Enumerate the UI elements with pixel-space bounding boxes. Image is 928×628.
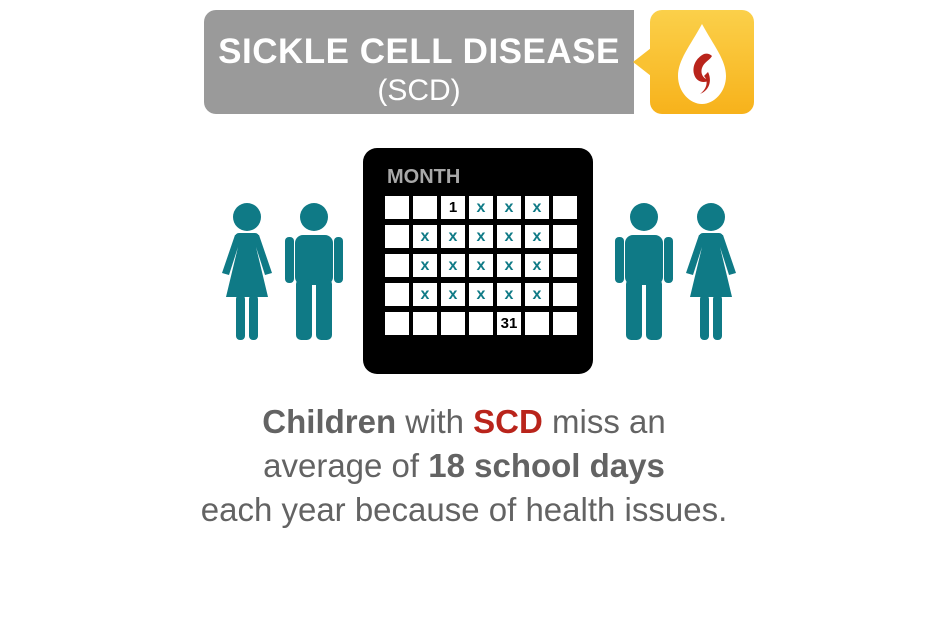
miss-text: miss an [542,403,666,440]
logo-pointer [633,48,651,76]
title-banner: SICKLE CELL DISEASE (SCD) [204,10,634,114]
missed-day-cell: x [525,283,549,306]
missed-day-cell: x [497,196,521,219]
calendar-cell [553,254,577,277]
calendar-cell [469,312,493,335]
month-calendar: MONTH 1 x x x x x x x x x x x x x x x x x x 31 [363,148,593,374]
missed-day-cell: x [413,225,437,248]
girl-figure-left [222,203,272,340]
missed-day-cell: x [525,254,549,277]
missed-day-cell: x [413,254,437,277]
girl-figure-right [686,203,736,340]
calendar-cell [385,254,409,277]
calendar-cell [385,225,409,248]
scd-text: SCD [473,403,543,440]
message-line-2: average of 18 school days [0,444,928,488]
missed-day-cell: x [497,254,521,277]
calendar-cell [385,196,409,219]
banner-subtitle: (SCD) [377,74,461,107]
fact-message: Children with SCD miss an average of 18 … [0,400,928,532]
banner-title: SICKLE CELL DISEASE [218,32,620,71]
missed-day-cell: x [441,225,465,248]
calendar-cell [553,225,577,248]
calendar-title: MONTH [387,166,461,188]
missed-day-cell: x [413,283,437,306]
calendar-cell [525,312,549,335]
scd-logo [650,10,754,114]
calendar-cell [441,312,465,335]
missed-day-cell: x [469,196,493,219]
children-text: Children [262,403,397,440]
calendar-cell [385,312,409,335]
boy-figure-left [285,203,343,340]
with-text: with [396,403,474,440]
missed-day-cell: x [469,283,493,306]
calendar-cell [553,283,577,306]
days-text: 18 school days [428,447,665,484]
missed-day-cell: x [497,225,521,248]
missed-day-cell: x [469,225,493,248]
boy-figure-right [615,203,673,340]
missed-day-cell: x [441,254,465,277]
blood-drop-icon [678,24,726,104]
message-line-3: each year because of health issues. [200,491,728,528]
date-cell: 31 [497,312,521,335]
missed-day-cell: x [469,254,493,277]
missed-day-cell: x [497,283,521,306]
missed-day-cell: x [525,225,549,248]
calendar-cell [385,283,409,306]
date-cell: 1 [441,196,465,219]
message-line-1: Children with SCD miss an [0,400,928,444]
calendar-cell [553,312,577,335]
calendar-cell [413,312,437,335]
missed-day-cell: x [441,283,465,306]
missed-day-cell: x [525,196,549,219]
average-text: average of [263,447,429,484]
calendar-cell [553,196,577,219]
calendar-cell [413,196,437,219]
